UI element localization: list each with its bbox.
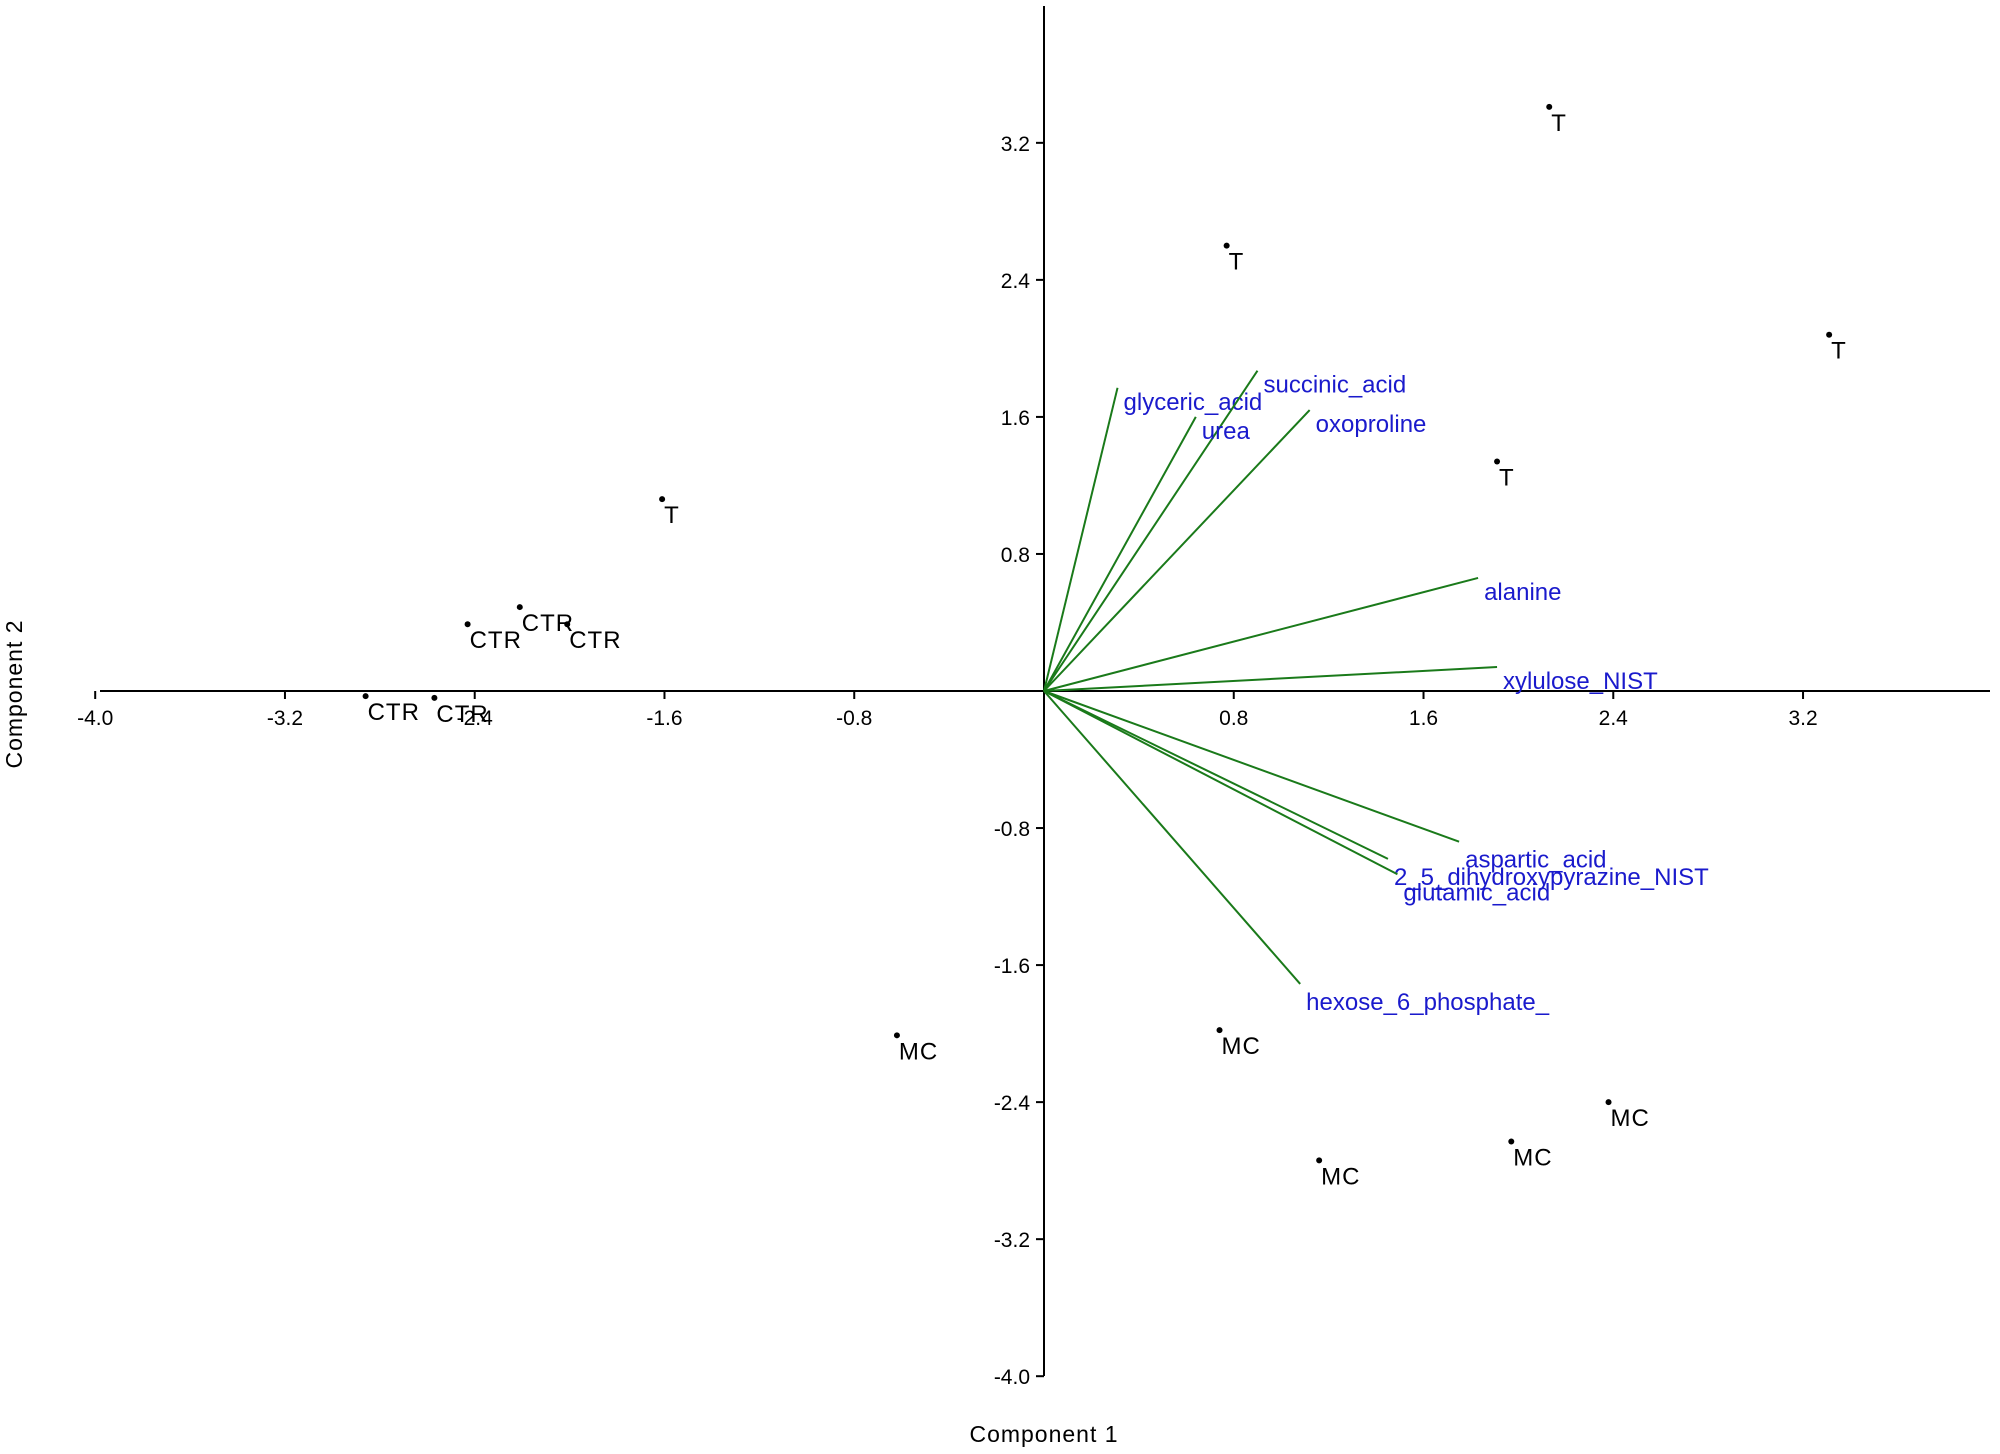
loading-vector <box>1043 690 1460 843</box>
score-point <box>1494 458 1501 465</box>
score-point-label: MC <box>1321 1163 1360 1190</box>
score-point-label: CTR <box>368 699 420 726</box>
loading-vector <box>1043 370 1259 692</box>
score-point-label: CTR <box>470 627 522 654</box>
loading-vector <box>1043 387 1119 692</box>
x-axis-title: Component 1 <box>969 1421 1118 1447</box>
score-point <box>1508 1138 1515 1145</box>
score-point <box>564 621 571 628</box>
y-tick-label: 1.6 <box>1001 407 1030 430</box>
y-tick-label: -2.4 <box>994 1092 1031 1115</box>
loading-vector <box>1043 576 1479 692</box>
score-point <box>431 694 438 701</box>
loading-vector <box>1043 666 1498 692</box>
score-point <box>893 1032 900 1039</box>
y-tick-label: -4.0 <box>994 1366 1030 1389</box>
score-point-label: T <box>664 502 680 529</box>
x-tick-label: -1.6 <box>646 707 682 730</box>
loading-label: aspartic_acid <box>1465 847 1606 874</box>
x-tick-label: 0.8 <box>1219 707 1248 730</box>
x-tick-label: 3.2 <box>1788 707 1817 730</box>
score-point <box>1223 242 1230 249</box>
score-point <box>1316 1157 1323 1164</box>
x-tick-label: -4.0 <box>77 707 113 730</box>
loading-label: glutamic_acid <box>1403 879 1550 906</box>
score-point-label: MC <box>1611 1105 1650 1132</box>
loading-vector <box>1043 690 1301 985</box>
y-tick-label: -3.2 <box>994 1229 1030 1252</box>
loading-label: urea <box>1202 418 1251 445</box>
score-point <box>1546 103 1553 110</box>
score-point-label: MC <box>1222 1033 1261 1060</box>
score-point <box>362 693 369 700</box>
y-tick-label: 0.8 <box>1001 544 1030 567</box>
x-tick-label: 2.4 <box>1599 707 1629 730</box>
x-tick-label: -3.2 <box>267 707 303 730</box>
score-point-label: T <box>1229 249 1245 276</box>
score-point <box>1216 1027 1223 1034</box>
x-tick-label: -2.4 <box>457 707 494 730</box>
score-point <box>659 496 666 503</box>
loading-label: succinic_acid <box>1263 372 1406 399</box>
score-point-label: T <box>1499 464 1515 491</box>
score-point-label: MC <box>899 1038 938 1065</box>
loading-label: xylulose_NIST <box>1503 668 1658 695</box>
loading-vector <box>1043 690 1398 876</box>
score-point <box>1605 1099 1612 1106</box>
y-tick-label: -0.8 <box>994 818 1030 841</box>
loading-label: oxoproline <box>1316 411 1427 438</box>
x-tick-label: -0.8 <box>836 707 872 730</box>
score-point-label: CTR <box>569 627 621 654</box>
score-point-label: MC <box>1513 1145 1552 1172</box>
y-axis-title: Component 2 <box>1 619 27 768</box>
loading-vector <box>1043 416 1197 692</box>
y-tick-label: -1.6 <box>994 955 1030 978</box>
loading-vector <box>1043 409 1311 692</box>
score-point <box>464 621 471 628</box>
loading-label: 2_5_dihydroxypyrazine_NIST <box>1394 864 1709 891</box>
loading-label: glyceric_acid <box>1124 389 1263 416</box>
loading-label: alanine <box>1484 579 1561 606</box>
score-point-label: CTR <box>436 701 488 728</box>
y-tick-label: 2.4 <box>1001 270 1031 293</box>
score-point <box>516 604 523 611</box>
loading-vector <box>1043 690 1389 860</box>
score-point-label: T <box>1551 110 1567 137</box>
y-tick-label: 3.2 <box>1001 133 1030 156</box>
score-point <box>1826 331 1833 338</box>
x-tick-label: 1.6 <box>1409 707 1438 730</box>
loading-label: hexose_6_phosphate_ <box>1306 989 1550 1016</box>
score-point-label: T <box>1831 338 1847 365</box>
axes: -4.0 -3.2 -2.4 -1.6 -0.8 0.8 1.6 2.4 3.2 3.2 2.4 1.… <box>77 6 1990 1389</box>
